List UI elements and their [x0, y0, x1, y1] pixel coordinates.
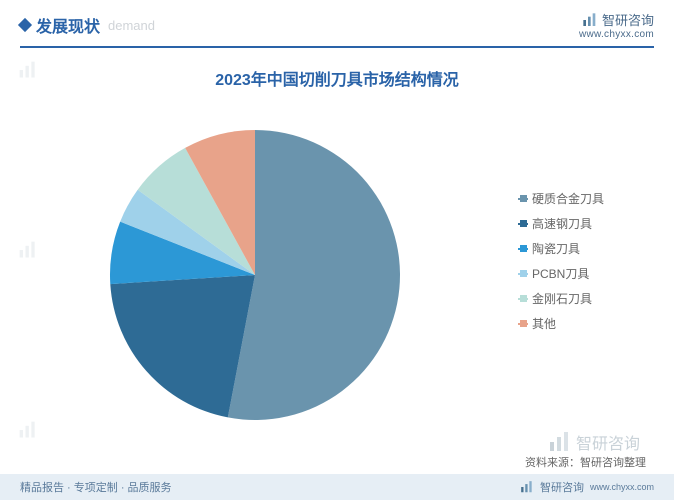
- legend-marker: [518, 273, 528, 275]
- legend-item: 其他: [518, 315, 604, 332]
- legend-label: PCBN刀具: [532, 265, 589, 282]
- bar-logo-icon: [582, 12, 598, 28]
- legend-label: 硬质合金刀具: [532, 190, 604, 207]
- watermark-text: 智研咨询: [576, 430, 640, 454]
- header-title: 发展现状: [36, 13, 100, 37]
- footer-right: 智研咨询 www.chyxx.com: [520, 479, 654, 495]
- header-subtitle: demand: [108, 18, 155, 33]
- legend-marker: [518, 323, 528, 325]
- legend-item: 陶瓷刀具: [518, 240, 604, 257]
- brand-url: www.chyxx.com: [579, 29, 654, 40]
- footer-url: www.chyxx.com: [590, 482, 654, 492]
- legend-item: 高速钢刀具: [518, 215, 604, 232]
- legend-marker: [518, 223, 528, 225]
- brand: 智研咨询: [582, 10, 654, 29]
- legend-label: 其他: [532, 315, 556, 332]
- legend-item: 金刚石刀具: [518, 290, 604, 307]
- legend-label: 陶瓷刀具: [532, 240, 580, 257]
- legend-marker: [518, 248, 528, 250]
- header-right: 智研咨询 www.chyxx.com: [579, 10, 654, 40]
- legend-marker: [518, 198, 528, 200]
- bar-logo-icon: [548, 430, 572, 454]
- legend-item: 硬质合金刀具: [518, 190, 604, 207]
- footer-left: 精品报告 · 专项定制 · 品质服务: [20, 479, 172, 495]
- watermark-bottom-right: 智研咨询: [548, 430, 640, 454]
- diamond-icon: [18, 18, 32, 32]
- brand-text: 智研咨询: [602, 10, 654, 29]
- legend: 硬质合金刀具高速钢刀具陶瓷刀具 PCBN刀具金刚石刀具其他: [518, 190, 604, 332]
- header: 发展现状 demand 智研咨询 www.chyxx.com: [0, 0, 674, 44]
- header-divider: [20, 46, 654, 48]
- header-left: 发展现状 demand: [20, 13, 155, 37]
- chart-title: 2023年中国切削刀具市场结构情况: [0, 66, 674, 90]
- footer-brand: 智研咨询: [540, 479, 584, 495]
- footer: 精品报告 · 专项定制 · 品质服务 智研咨询 www.chyxx.com: [0, 474, 674, 500]
- legend-marker: [518, 298, 528, 300]
- chart-area: 硬质合金刀具高速钢刀具陶瓷刀具 PCBN刀具金刚石刀具其他: [0, 90, 674, 450]
- source-text: 资料来源：智研咨询整理: [525, 454, 646, 470]
- bar-logo-icon: [520, 480, 534, 494]
- legend-label: 金刚石刀具: [532, 290, 592, 307]
- pie-chart: [100, 120, 410, 435]
- legend-label: 高速钢刀具: [532, 215, 592, 232]
- legend-item: PCBN刀具: [518, 265, 604, 282]
